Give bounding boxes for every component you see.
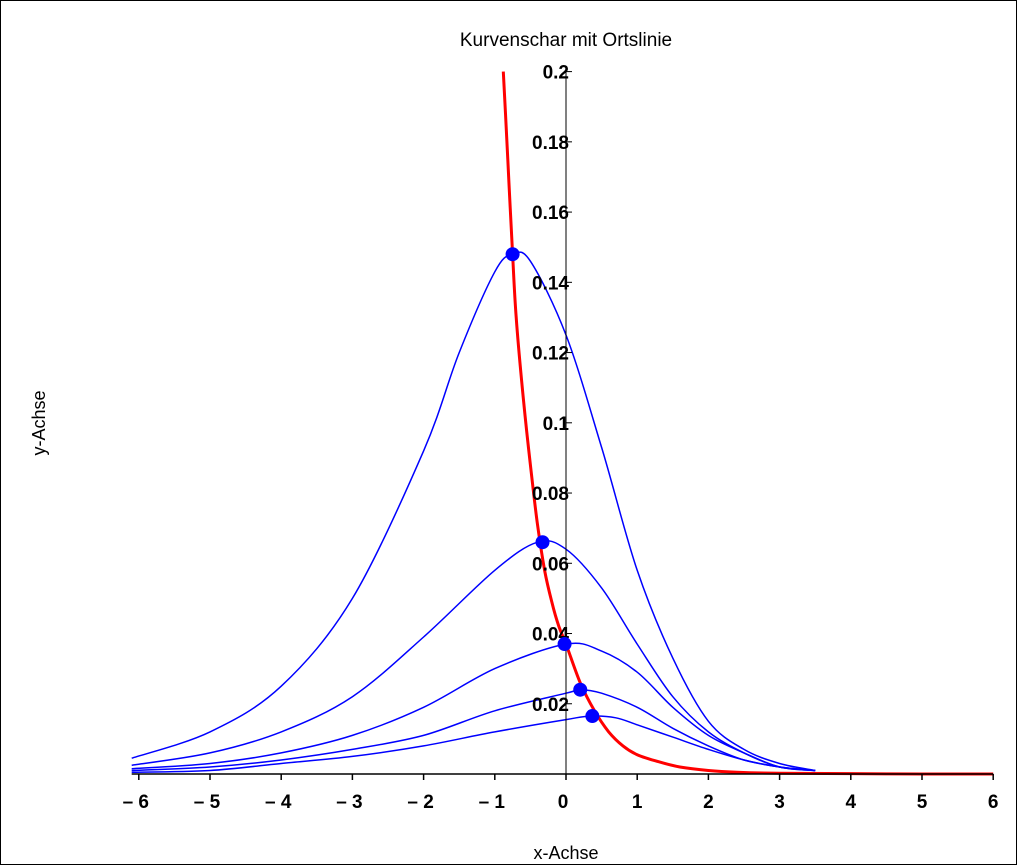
- extremum-point-2: [535, 535, 550, 550]
- x-tick-label-5: – 1: [479, 792, 506, 813]
- x-tick-label-2: – 4: [265, 792, 292, 813]
- extremum-point-1: [505, 247, 520, 262]
- locus-curve: [501, 71, 994, 776]
- y-axis-label: y-Achse: [29, 390, 49, 455]
- y-tick-label-5: 0.12: [532, 344, 569, 365]
- axes-layer: – 6– 5– 4– 3– 2– 1 0 1 2 3 4 5 60.020.040.060.0…: [123, 63, 999, 813]
- x-tick-label-11: 5: [917, 792, 928, 813]
- points-layer: [505, 247, 600, 724]
- family-curve-5: [131, 715, 816, 773]
- family-curve-4: [131, 688, 816, 772]
- x-tick-label-12: 6: [988, 792, 999, 813]
- x-tick-label-10: 4: [846, 792, 857, 813]
- x-tick-label-4: – 2: [407, 792, 433, 813]
- x-tick-label-9: 3: [774, 792, 785, 813]
- y-tick-label-4: 0.1: [543, 414, 570, 435]
- family-curve-2: [131, 539, 816, 772]
- x-tick-label-7: 1: [632, 792, 643, 813]
- family-curve-1: [131, 251, 816, 772]
- chart-title: Kurvenschar mit Ortslinie: [460, 30, 672, 51]
- x-tick-label-1: – 5: [194, 792, 221, 813]
- y-tick-label-6: 0.14: [532, 273, 569, 294]
- y-tick-label-9: 0.2: [543, 63, 569, 84]
- x-tick-label-6: 0: [558, 792, 569, 813]
- y-tick-label-7: 0.16: [532, 203, 569, 224]
- extremum-point-5: [585, 709, 600, 724]
- y-tick-label-2: 0.06: [532, 554, 569, 575]
- x-tick-label-8: 2: [703, 792, 714, 813]
- extremum-point-3: [557, 637, 572, 652]
- extremum-point-4: [573, 682, 588, 697]
- y-tick-label-0: 0.02: [532, 695, 569, 716]
- x-tick-label-0: – 6: [123, 792, 149, 813]
- x-axis-label: x-Achse: [533, 843, 598, 863]
- y-tick-label-3: 0.08: [532, 484, 569, 505]
- x-tick-label-3: – 3: [336, 792, 362, 813]
- y-tick-label-8: 0.18: [532, 133, 569, 154]
